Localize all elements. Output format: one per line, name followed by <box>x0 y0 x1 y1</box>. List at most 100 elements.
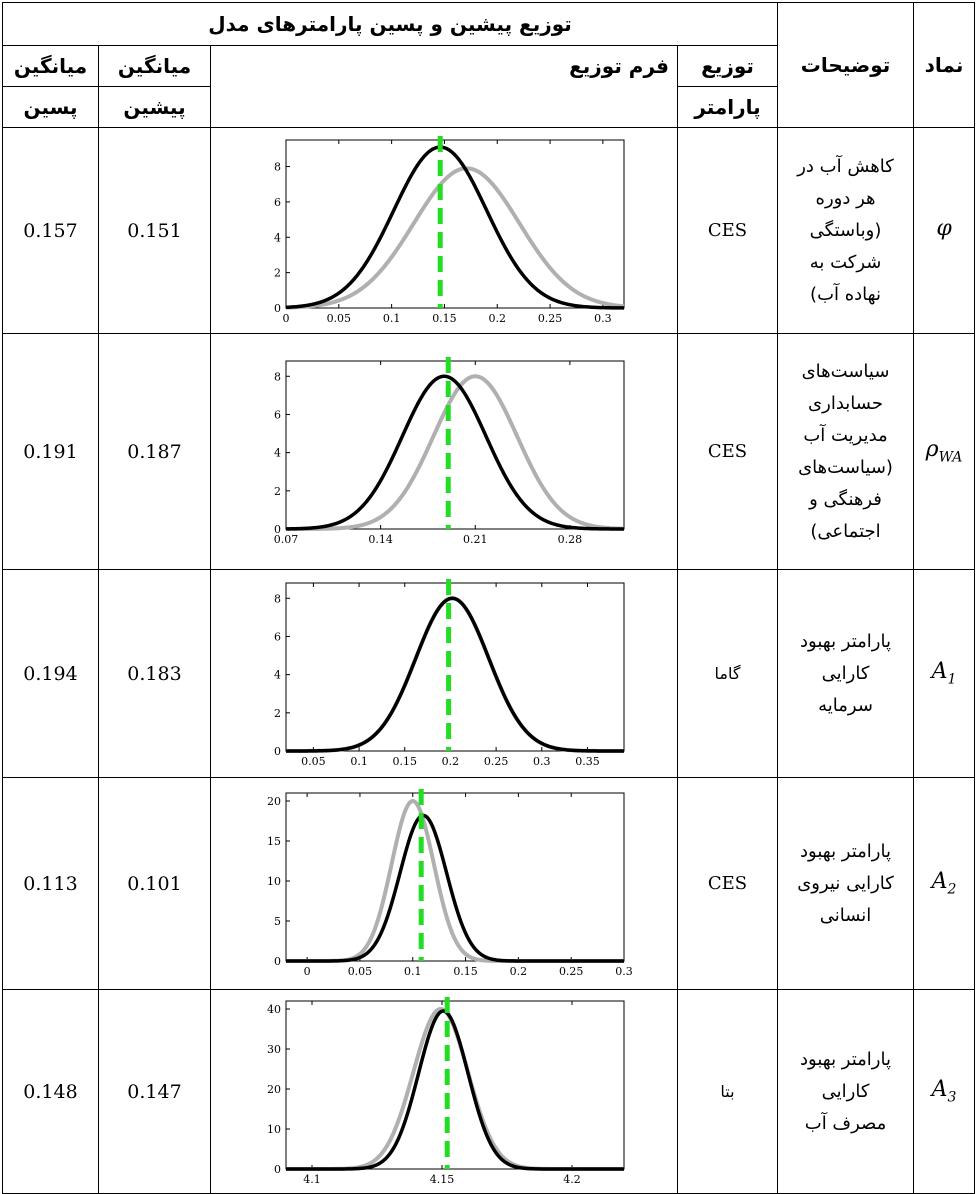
param-distribution: بتا <box>676 989 779 1194</box>
description: سیاست‌های حسابداری مدیریت آب (سیاست‌های … <box>777 333 915 570</box>
param-distribution: گاما <box>676 569 779 778</box>
table-row: 0.194 0.183 0 2 4 6 8 0.05 0.1 0.15 0.2 0.25 0.3 0.… <box>2 569 976 778</box>
x-tick-label: 0 <box>304 965 311 978</box>
y-tick-label: 8 <box>274 370 281 383</box>
y-tick-label: 0 <box>274 955 281 968</box>
x-tick-label: 0.05 <box>327 312 352 325</box>
posterior-density-curve <box>285 813 625 963</box>
y-tick-label: 8 <box>274 592 281 605</box>
prior-mean: 0.183 <box>98 569 211 778</box>
description-line: کارایی <box>821 1080 870 1102</box>
description-line: انسانی <box>819 904 872 926</box>
x-tick-label: 0.05 <box>301 755 326 768</box>
description-line: نهاده آب) <box>810 283 881 305</box>
x-tick-label: 0.3 <box>533 755 551 768</box>
x-tick-label: 0 <box>283 312 290 325</box>
y-tick-label: 5 <box>274 915 281 928</box>
y-tick-label: 6 <box>274 630 281 643</box>
posterior-mean: 0.113 <box>2 777 99 990</box>
description-line: کارایی نیروی <box>797 872 894 894</box>
x-tick-label: 0.3 <box>594 312 612 325</box>
description-line: سیاست‌های <box>801 360 890 382</box>
description-line: مدیریت آب <box>803 424 888 446</box>
distribution-plot-cell: 0 10 20 30 40 4.1 4.15 4.2 <box>210 989 678 1194</box>
x-tick-label: 0.2 <box>442 755 460 768</box>
posterior-mean: 0.157 <box>2 127 99 334</box>
x-tick-label: 0.35 <box>575 755 600 768</box>
prior-mean: 0.147 <box>98 989 211 1194</box>
x-tick-label: 0.07 <box>274 533 299 546</box>
description-line: فرهنگی و <box>809 488 882 510</box>
y-tick-label: 0 <box>274 1163 281 1176</box>
prior-density-curve <box>285 165 625 310</box>
y-tick-label: 6 <box>274 195 281 208</box>
header-posterior-mean-1: میانگین <box>2 45 99 87</box>
header-prior-mean-2: پیشین <box>98 86 211 128</box>
plot-frame <box>285 139 625 308</box>
param-distribution: CES <box>676 333 779 570</box>
plot-frame <box>285 582 625 751</box>
y-tick-label: 4 <box>274 231 281 244</box>
y-tick-label: 20 <box>267 795 281 808</box>
y-tick-label: 40 <box>267 1003 281 1016</box>
x-tick-label: 0.21 <box>463 533 488 546</box>
description: کاهش آب در هر دوره (وباستگی شرکت به نهاد… <box>777 127 915 334</box>
description: پارامتر بهبود کارایی سرمایه <box>777 569 915 778</box>
distribution-chart: 0 2 4 6 8 0.05 0.1 0.15 0.2 0.25 0.3 0.35 <box>274 578 625 768</box>
distribution-chart: 0 5 10 15 20 0 0.05 0.1 0.15 0.2 0.25 0.3 <box>267 788 633 978</box>
posterior-density-curve <box>285 596 625 753</box>
table-row: 0.191 0.187 0 2 4 6 8 0.07 0.14 0.21 0.28 CES سی… <box>2 333 976 570</box>
param-distribution: CES <box>676 777 779 990</box>
prior-mean: 0.151 <box>98 127 211 334</box>
x-tick-label: 0.1 <box>350 755 368 768</box>
header-distribution-form: فرم توزیع <box>210 45 678 128</box>
description-line: اجتماعی) <box>810 520 881 542</box>
y-tick-label: 4 <box>274 668 281 681</box>
header-description: توضیحات <box>777 2 915 128</box>
y-tick-label: 30 <box>267 1043 281 1056</box>
description-line: (وباستگی <box>809 219 882 241</box>
y-tick-label: 10 <box>267 1123 281 1136</box>
x-tick-label: 0.25 <box>559 965 584 978</box>
y-tick-label: 2 <box>274 706 281 719</box>
table-row: 0.148 0.147 0 10 20 30 40 4.1 4.15 4.2 بتا پارا… <box>2 989 976 1194</box>
y-tick-label: 4 <box>274 446 281 459</box>
posterior-density-curve <box>285 1008 625 1171</box>
y-tick-label: 15 <box>267 835 281 848</box>
prior-density-curve <box>285 373 625 531</box>
description-line: کارایی <box>821 662 870 684</box>
x-tick-label: 0.25 <box>538 312 563 325</box>
posterior-density-curve <box>285 374 625 531</box>
y-tick-label: 0 <box>274 745 281 758</box>
description-line: سرمایه <box>818 694 873 716</box>
x-tick-label: 0.2 <box>510 965 528 978</box>
header-symbol: نماد <box>913 2 976 128</box>
description: پارامتر بهبود کارایی مصرف آب <box>777 989 915 1194</box>
description-line: حسابداری <box>808 392 883 414</box>
description-line: پارامتر بهبود <box>800 630 891 652</box>
description-line: مصرف آب <box>804 1112 887 1134</box>
table-row: 0.157 0.151 0 2 4 6 8 0 0.05 0.1 0.15 0.2 0.25 0.3 … <box>2 127 976 334</box>
distribution-plot-cell: 0 2 4 6 8 0.07 0.14 0.21 0.28 <box>210 333 678 570</box>
posterior-density-curve <box>285 144 625 310</box>
header-prior-mean-1: میانگین <box>98 45 211 87</box>
prior-mean: 0.101 <box>98 777 211 990</box>
table-row: 0.113 0.101 0 5 10 15 20 0 0.05 0.1 0.15 0.2 0.25 0… <box>2 777 976 990</box>
distribution-plot-cell: 0 2 4 6 8 0 0.05 0.1 0.15 0.2 0.25 0.3 <box>210 127 678 334</box>
description-line: (سیاست‌های <box>798 456 893 478</box>
distribution-plot-cell: 0 2 4 6 8 0.05 0.1 0.15 0.2 0.25 0.3 0.35 <box>210 569 678 778</box>
description-line: پارامتر بهبود <box>800 840 891 862</box>
header-param-dist-2: پارامتر <box>676 86 779 128</box>
y-tick-label: 0 <box>274 523 281 536</box>
x-tick-label: 0.1 <box>383 312 401 325</box>
description: پارامتر بهبود کارایی نیروی انسانی <box>777 777 915 990</box>
y-tick-label: 8 <box>274 160 281 173</box>
x-tick-label: 0.28 <box>558 533 583 546</box>
y-tick-label: 0 <box>274 302 281 315</box>
x-tick-label: 0.15 <box>432 312 457 325</box>
x-tick-label: 0.3 <box>615 965 633 978</box>
x-tick-label: 4.1 <box>303 1173 321 1186</box>
description-line: شرکت به <box>809 251 882 273</box>
symbol: ρWA <box>913 333 976 570</box>
